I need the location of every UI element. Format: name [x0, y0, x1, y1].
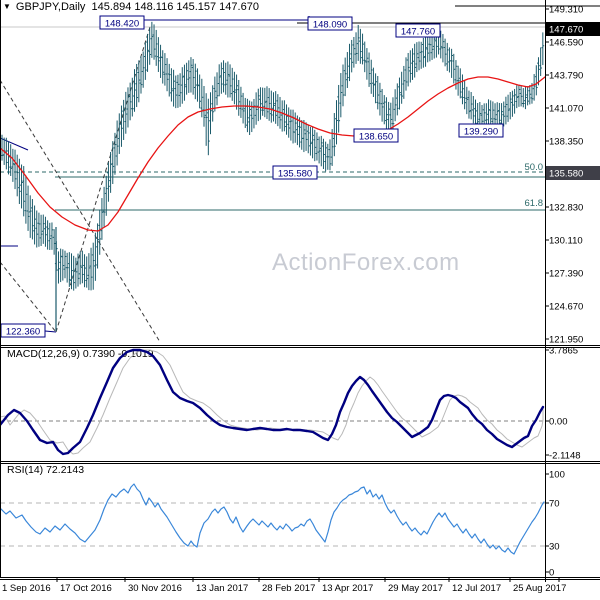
svg-text:141.070: 141.070: [549, 104, 583, 115]
price-label-boxes[interactable]: 148.420 148.090 147.760 138.650 139.290 135.5…: [0, 15, 504, 338]
svg-text:146.590: 146.590: [549, 38, 583, 49]
svg-text:135.580: 135.580: [549, 169, 583, 180]
svg-text:0.00: 0.00: [549, 417, 568, 428]
svg-text:132.830: 132.830: [549, 203, 583, 214]
svg-text:130.110: 130.110: [549, 236, 583, 247]
candlesticks: [0, 21, 545, 331]
time-axis: 1 Sep 2016 17 Oct 2016 30 Nov 2016 13 Jan 2…: [2, 578, 566, 594]
annotation-segments[interactable]: [0, 16, 310, 333]
svg-text:148.420: 148.420: [105, 19, 139, 30]
svg-text:135.580: 135.580: [278, 169, 312, 180]
svg-text:50.0: 50.0: [525, 162, 544, 173]
rsi-panel: [0, 483, 545, 555]
svg-text:0: 0: [549, 568, 554, 579]
svg-text:139.290: 139.290: [464, 127, 498, 138]
svg-text:127.390: 127.390: [549, 269, 583, 280]
svg-text:124.670: 124.670: [549, 302, 583, 313]
svg-text:1 Sep 2016: 1 Sep 2016: [2, 583, 51, 594]
panel-borders: [0, 0, 600, 582]
price-label-147.760[interactable]: 147.760: [395, 23, 441, 38]
svg-text:3.7865: 3.7865: [549, 346, 578, 357]
ohlc-readout: 145.894 148.116 145.157 147.670: [91, 1, 259, 13]
watermark: ActionForex.com: [272, 249, 460, 276]
price-label-148.090[interactable]: 148.090: [307, 16, 353, 31]
macd-panel: [0, 348, 545, 456]
svg-text:-2.1148: -2.1148: [549, 451, 581, 462]
rsi-line: [0, 483, 545, 555]
svg-text:17 Oct 2016: 17 Oct 2016: [60, 583, 112, 594]
svg-text:30: 30: [549, 542, 560, 553]
trendlines[interactable]: [0, 26, 161, 343]
svg-text:149.310: 149.310: [549, 5, 583, 16]
svg-text:61.8: 61.8: [525, 198, 544, 209]
ma-line: [0, 76, 546, 232]
svg-text:28 Feb 2017: 28 Feb 2017: [262, 583, 315, 594]
svg-text:148.090: 148.090: [313, 20, 347, 31]
macd-indicator-label: MACD(12,26,9) 0.7390 -0.1019: [7, 348, 154, 360]
price-label-148.420[interactable]: 148.420: [99, 15, 145, 30]
price-axis: 149.310 146.590 143.790 141.070 138.350 132.8…: [545, 5, 600, 579]
svg-text:13 Jan 2017: 13 Jan 2017: [196, 583, 248, 594]
price-label-135.580[interactable]: 135.580: [272, 165, 318, 180]
svg-text:100: 100: [549, 470, 565, 481]
svg-text:121.950: 121.950: [549, 335, 583, 346]
collapse-arrow-icon[interactable]: ▼: [3, 2, 11, 11]
symbol-timeframe-label: GBPJPY,Daily: [15, 1, 86, 13]
macd-line: [0, 348, 545, 456]
price-label-122.360[interactable]: 122.360: [0, 323, 46, 338]
svg-text:13 Apr 2017: 13 Apr 2017: [322, 583, 373, 594]
svg-text:25 Aug 2017: 25 Aug 2017: [513, 583, 566, 594]
svg-text:12 Jul 2017: 12 Jul 2017: [452, 583, 501, 594]
svg-text:147.670: 147.670: [549, 25, 583, 36]
svg-text:122.360: 122.360: [6, 327, 40, 338]
svg-text:30 Nov 2016: 30 Nov 2016: [128, 583, 182, 594]
chart-title: ▼ GBPJPY,Daily 145.894 148.116 145.157 14…: [3, 1, 259, 13]
level-lines[interactable]: [0, 5, 600, 28]
svg-text:138.350: 138.350: [549, 137, 583, 148]
svg-text:70: 70: [549, 499, 560, 510]
svg-text:143.790: 143.790: [549, 71, 583, 82]
svg-text:138.650: 138.650: [359, 132, 393, 143]
price-label-139.290[interactable]: 139.290: [458, 123, 504, 138]
rsi-indicator-label: RSI(14) 72.2143: [7, 464, 85, 476]
price-label-138.650[interactable]: 138.650: [353, 128, 399, 143]
svg-text:29 May 2017: 29 May 2017: [388, 583, 443, 594]
svg-text:147.760: 147.760: [401, 27, 435, 38]
